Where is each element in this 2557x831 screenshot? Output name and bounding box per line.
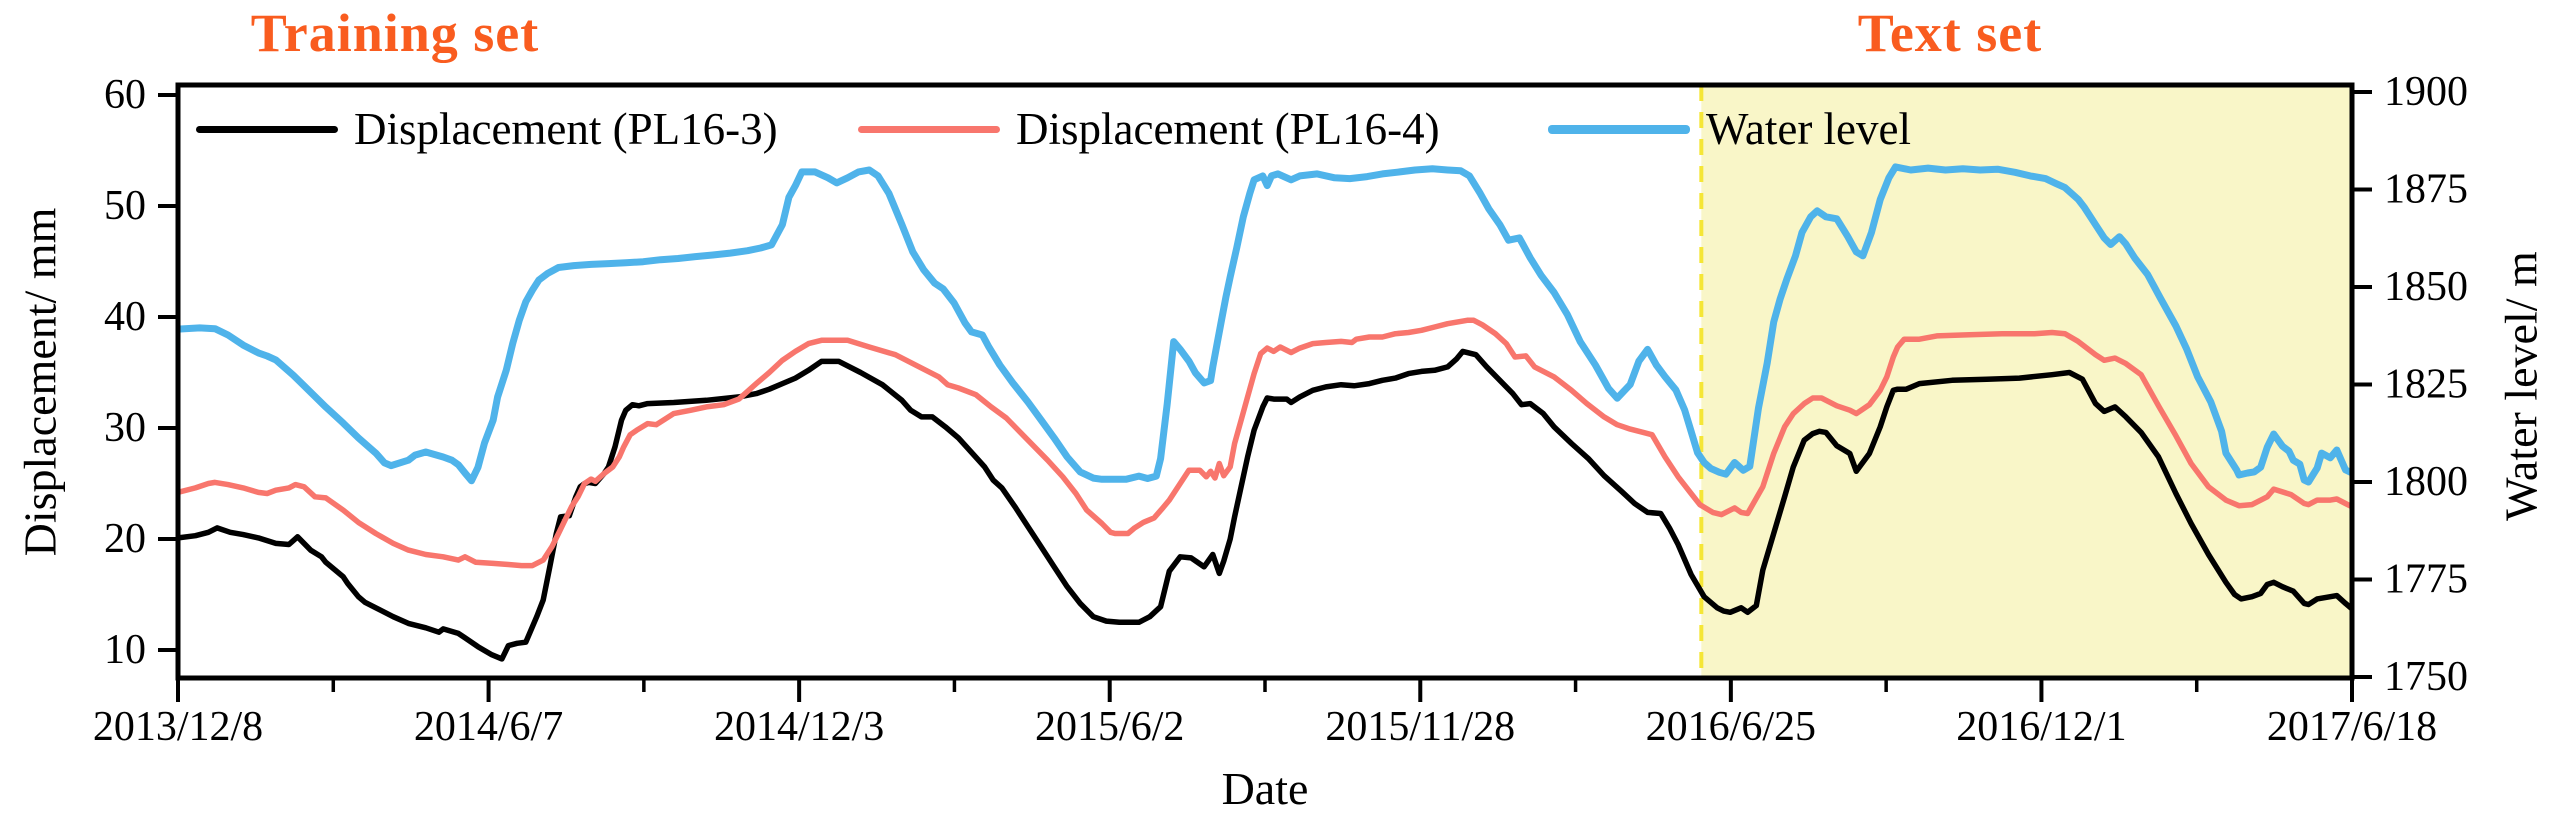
y-left-tick-label: 50 bbox=[104, 183, 146, 229]
training-set-annotation: Training set bbox=[250, 3, 540, 63]
y-right-tick-label: 1900 bbox=[2384, 69, 2468, 115]
legend-swatch-pl16-3-icon bbox=[196, 125, 338, 133]
series-line-pl16-4 bbox=[178, 317, 2352, 569]
series-line-water bbox=[178, 163, 2352, 486]
x-tick-label: 2016/12/1 bbox=[1956, 704, 2126, 750]
legend-swatch-pl16-4-icon bbox=[858, 125, 1000, 133]
legend-item-pl16-3: Displacement (PL16-3) bbox=[196, 103, 778, 155]
x-tick-label: 2014/12/3 bbox=[714, 704, 884, 750]
x-axis-label: Date bbox=[1221, 763, 1309, 814]
test-set-region bbox=[1701, 85, 2352, 678]
y-right-tick-label: 1750 bbox=[2384, 654, 2468, 700]
y-right-tick-label: 1775 bbox=[2384, 557, 2468, 603]
legend-swatch-water-icon bbox=[1548, 124, 1690, 134]
x-tick-label: 2013/12/8 bbox=[93, 704, 263, 750]
legend-label-pl16-3: Displacement (PL16-3) bbox=[354, 104, 778, 154]
x-tick-label: 2014/6/7 bbox=[414, 704, 563, 750]
y-right-tick-label: 1850 bbox=[2384, 264, 2468, 310]
x-tick-label: 2016/6/25 bbox=[1646, 704, 1816, 750]
y-right-tick-label: 1825 bbox=[2384, 362, 2468, 408]
legend-item-pl16-4: Displacement (PL16-4) bbox=[858, 103, 1440, 155]
y-right-tick-label: 1800 bbox=[2384, 459, 2468, 505]
x-tick-label: 2015/6/2 bbox=[1035, 704, 1184, 750]
x-tick-label: 2017/6/18 bbox=[2267, 704, 2437, 750]
y-axis-label-right: Water level/ m bbox=[2495, 251, 2547, 521]
legend-label-water: Water level bbox=[1706, 104, 1912, 154]
y-left-tick-label: 10 bbox=[104, 627, 146, 673]
test-set-annotation: Text set bbox=[1857, 3, 2043, 63]
x-tick-label: 2015/11/28 bbox=[1325, 704, 1515, 750]
y-axis-label-left: Displacement/ mm bbox=[14, 207, 66, 557]
legend-item-water-level: Water level bbox=[1548, 103, 1911, 155]
y-left-tick-label: 30 bbox=[104, 405, 146, 451]
series-line-pl16-3 bbox=[178, 348, 2352, 662]
y-right-tick-label: 1875 bbox=[2384, 167, 2468, 213]
y-left-tick-label: 60 bbox=[104, 72, 146, 118]
y-left-tick-label: 20 bbox=[104, 516, 146, 562]
legend-label-pl16-4: Displacement (PL16-4) bbox=[1016, 104, 1440, 154]
y-left-tick-label: 40 bbox=[104, 294, 146, 340]
